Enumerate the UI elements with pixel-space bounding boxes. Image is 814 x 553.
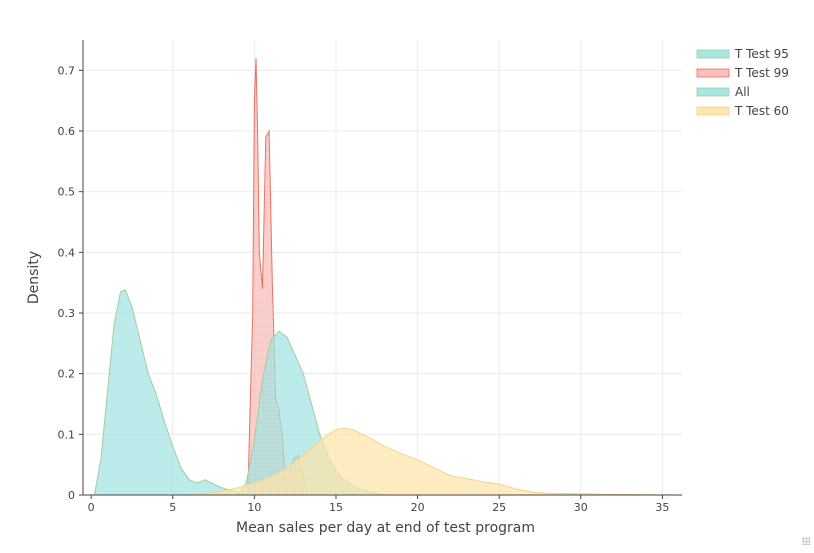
y-tick-label: 0	[68, 489, 75, 502]
x-tick-label: 35	[655, 501, 669, 514]
y-tick-label: 0.5	[58, 186, 76, 199]
y-tick-label: 0.7	[58, 64, 76, 77]
legend-label: T Test 95	[734, 47, 789, 61]
y-tick-label: 0.1	[58, 428, 76, 441]
y-tick-label: 0.4	[58, 246, 76, 259]
x-axis-title: Mean sales per day at end of test progra…	[236, 520, 535, 536]
x-tick-label: 0	[88, 501, 95, 514]
y-axis-title: Density	[26, 251, 42, 304]
series-area-t-test-95-texture	[94, 289, 255, 495]
legend-label: T Test 60	[734, 104, 789, 118]
resize-grip-icon[interactable]	[802, 537, 810, 545]
x-tick-label: 5	[169, 501, 176, 514]
x-tick-label: 30	[574, 501, 588, 514]
x-tick-label: 25	[492, 501, 506, 514]
y-tick-label: 0.3	[58, 307, 76, 320]
x-tick-label: 15	[329, 501, 343, 514]
y-tick-label: 0.2	[58, 368, 76, 381]
legend-swatch	[696, 68, 730, 78]
series-area-all-texture	[238, 331, 385, 495]
series-area-t-test-60-texture	[189, 428, 679, 495]
legend-swatch	[696, 49, 730, 59]
legend-swatch	[696, 106, 730, 116]
x-tick-label: 10	[247, 501, 261, 514]
legend-swatch	[696, 87, 730, 97]
y-tick-label: 0.6	[58, 125, 76, 138]
legend-label: T Test 99	[734, 66, 789, 80]
x-tick-label: 20	[411, 501, 425, 514]
legend-label: All	[735, 85, 750, 99]
